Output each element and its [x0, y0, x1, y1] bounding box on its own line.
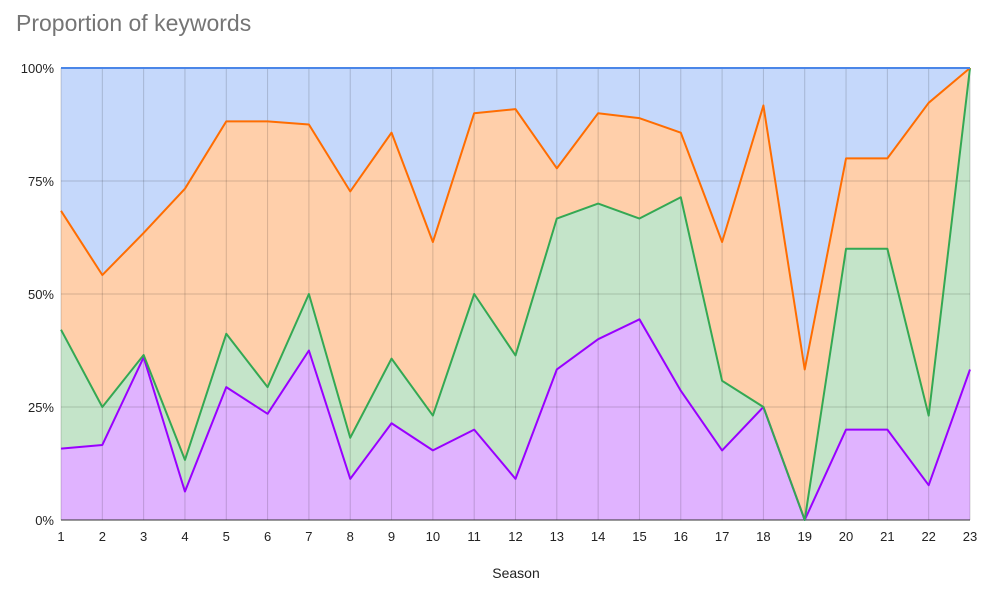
- x-tick-label: 15: [632, 529, 646, 544]
- x-tick-label: 12: [508, 529, 522, 544]
- x-tick-label: 23: [963, 529, 977, 544]
- x-tick-label: 14: [591, 529, 605, 544]
- y-tick-label: 25%: [28, 400, 54, 415]
- x-tick-label: 4: [181, 529, 188, 544]
- areas-layer: [61, 68, 970, 520]
- area-band-1: [61, 319, 970, 520]
- area-band-2: [61, 68, 970, 520]
- x-tick-label: 9: [388, 529, 395, 544]
- x-tick-label: 10: [426, 529, 440, 544]
- x-tick-label: 11: [467, 529, 481, 544]
- y-tick-label: 75%: [28, 174, 54, 189]
- x-tick-label: 2: [99, 529, 106, 544]
- y-tick-label: 100%: [21, 61, 55, 76]
- x-axis-title: Season: [492, 565, 539, 581]
- x-tick-label: 19: [797, 529, 811, 544]
- x-tick-label: 6: [264, 529, 271, 544]
- axis-layer: 0%25%50%75%100%1 2 3 4 5 6 7 8 9 10 11 12 13 14 15 16 17…: [21, 61, 977, 544]
- x-tick-label: 1: [57, 529, 64, 544]
- grid-layer: [60, 67, 971, 521]
- series-line-1: [60, 318, 971, 521]
- y-tick-label: 0%: [35, 513, 54, 528]
- lines-layer: [60, 67, 971, 521]
- y-tick-label: 50%: [28, 287, 54, 302]
- x-tick-label: 7: [305, 529, 312, 544]
- series-line-3: [60, 67, 971, 371]
- x-tick-label: 21: [880, 529, 894, 544]
- x-tick-label: 16: [674, 529, 688, 544]
- x-tick-label: 18: [756, 529, 770, 544]
- x-tick-label: 8: [347, 529, 354, 544]
- x-tick-label: 20: [839, 529, 853, 544]
- area-band-4: [61, 68, 970, 370]
- area-band-3: [61, 68, 970, 520]
- x-tick-label: 5: [223, 529, 230, 544]
- series-line-2: [60, 67, 971, 521]
- x-tick-label: 22: [921, 529, 935, 544]
- x-tick-label: 3: [140, 529, 147, 544]
- chart-title: Proportion of keywords: [16, 10, 252, 36]
- x-tick-label: 17: [715, 529, 729, 544]
- x-tick-label: 13: [550, 529, 564, 544]
